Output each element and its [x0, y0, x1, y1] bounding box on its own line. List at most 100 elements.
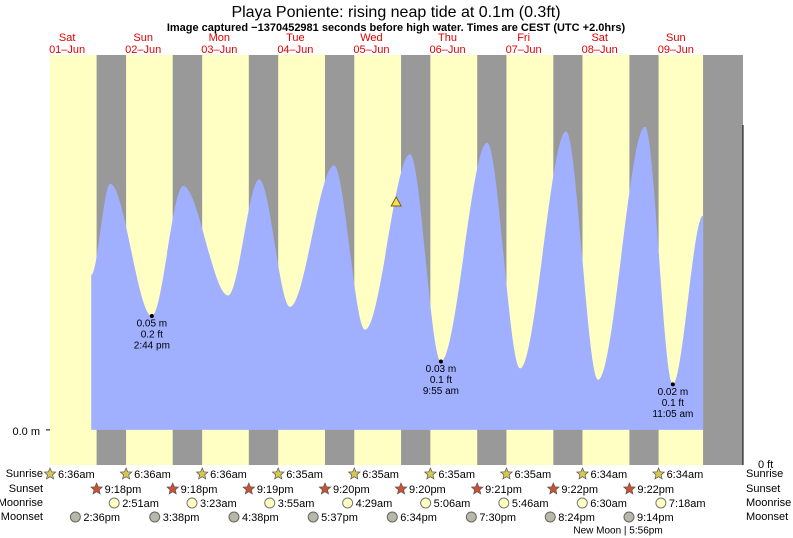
day-date: 03–Jun	[201, 44, 237, 56]
icon	[423, 467, 437, 480]
low-point	[438, 359, 443, 364]
sunrise-time: 6:36am	[58, 469, 95, 481]
row-label: Sunset	[746, 483, 780, 495]
icon	[69, 511, 81, 523]
day-name: Sat	[59, 32, 76, 44]
icon	[546, 482, 560, 495]
row-label: Moonrise	[0, 497, 43, 509]
icon	[622, 482, 636, 495]
low-point	[670, 382, 675, 387]
row-label: Sunrise	[746, 468, 783, 480]
moonset-time: 7:30pm	[479, 512, 516, 524]
icon	[655, 497, 667, 509]
plot-layer	[46, 126, 704, 431]
sunrise-time: 6:36am	[210, 469, 247, 481]
moonrise-time: 4:29am	[356, 498, 393, 510]
sunrise-time: 6:35am	[362, 469, 399, 481]
day-name: Wed	[360, 32, 382, 44]
icon	[271, 467, 285, 480]
row-label: Moonset	[1, 511, 43, 523]
icon	[228, 511, 240, 523]
moonrise-time: 3:23am	[200, 498, 237, 510]
chart-title: Playa Poniente: rising neap tide at 0.1m…	[231, 4, 560, 21]
icon	[575, 467, 590, 480]
icon	[394, 482, 408, 495]
icon	[307, 511, 319, 523]
day-date: 06–Jun	[429, 44, 465, 56]
day-name: Sat	[591, 32, 608, 44]
sunset-time: 9:22pm	[561, 484, 598, 496]
icon	[347, 467, 361, 480]
icon	[465, 511, 477, 523]
moonrise-time: 3:55am	[278, 498, 315, 510]
sunrise-time: 6:35am	[438, 469, 475, 481]
low-time: 11:05 am	[652, 409, 693, 420]
icon	[623, 511, 635, 523]
icon	[576, 497, 588, 509]
icon	[420, 497, 432, 509]
icon	[108, 497, 120, 509]
day-name: Sun	[133, 32, 153, 44]
sunset-time: 9:19pm	[257, 484, 294, 496]
moonset-time: 3:38pm	[163, 512, 200, 524]
icon	[470, 482, 484, 495]
moon-phase: New Moon | 5:56pm	[573, 526, 662, 537]
row-label: Moonset	[746, 511, 788, 523]
day-band	[50, 55, 97, 465]
low-height-ft: 0.2 ft	[141, 330, 163, 341]
low-height-m: 0.05 m	[137, 319, 168, 330]
day-date: 02–Jun	[125, 44, 161, 56]
low-height-ft: 0.1 ft	[430, 375, 452, 386]
moonset-time: 2:36pm	[83, 512, 120, 524]
day-date: 01–Jun	[49, 44, 85, 56]
sunset-time: 9:21pm	[485, 484, 522, 496]
moonrise-time: 5:06am	[434, 498, 471, 510]
icon	[318, 482, 332, 495]
icon	[342, 497, 354, 509]
day-name: Tue	[286, 32, 305, 44]
icon	[119, 467, 133, 480]
tide-area	[91, 126, 704, 430]
day-date: 04–Jun	[277, 44, 313, 56]
sunrise-time: 6:35am	[286, 469, 323, 481]
icon	[195, 467, 209, 480]
icon	[43, 467, 57, 480]
moonset-time: 5:37pm	[321, 512, 358, 524]
sunset-time: 9:18pm	[181, 484, 218, 496]
day-name: Mon	[209, 32, 230, 44]
moonset-time: 4:38pm	[242, 512, 279, 524]
sunset-time: 9:20pm	[409, 484, 446, 496]
low-height-ft: 0.1 ft	[662, 398, 684, 409]
moonrise-time: 7:18am	[669, 498, 706, 510]
row-label: Moonrise	[746, 497, 791, 509]
moonrise-time: 2:51am	[122, 498, 159, 510]
day-name: Thu	[438, 32, 457, 44]
icon	[544, 511, 556, 523]
icon	[264, 497, 276, 509]
day-date: 07–Jun	[506, 44, 542, 56]
chart-subtitle: Image captured −1370452981 seconds befor…	[167, 22, 626, 34]
low-time: 2:44 pm	[134, 341, 170, 352]
low-point	[149, 313, 154, 318]
icon	[386, 511, 398, 523]
icon	[186, 497, 198, 509]
low-height-m: 0.03 m	[426, 364, 457, 375]
sunrise-time: 6:35am	[514, 469, 551, 481]
moonrise-time: 5:46am	[512, 498, 549, 510]
icon	[499, 467, 514, 480]
icon	[652, 467, 666, 480]
low-height-m: 0.02 m	[658, 387, 689, 398]
moonset-time: 6:34pm	[400, 512, 437, 524]
day-name: Sun	[666, 32, 686, 44]
day-date: 08–Jun	[582, 44, 618, 56]
icon	[90, 482, 104, 495]
icon	[498, 497, 510, 509]
day-date: 05–Jun	[353, 44, 389, 56]
row-label: Sunrise	[6, 468, 43, 480]
sunset-time: 9:22pm	[637, 484, 674, 496]
y-tick-label: 0.0 m	[12, 426, 40, 438]
sunset-time: 9:18pm	[105, 484, 142, 496]
y2-label: 0 ft	[758, 459, 773, 471]
day-name: Fri	[517, 32, 530, 44]
sunrise-time: 6:34am	[590, 469, 627, 481]
